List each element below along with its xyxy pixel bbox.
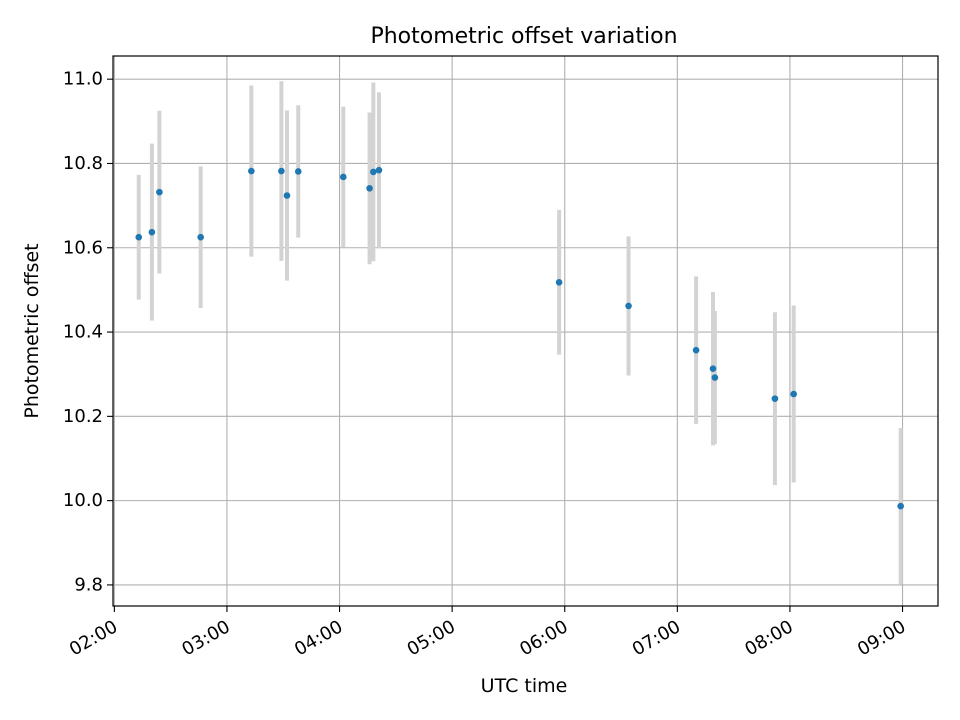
data-point xyxy=(278,167,285,175)
grid xyxy=(113,56,938,606)
axis-ticks: 02:00 03:00 04:00 05:00 06:00 07:00 08:00 09:00… xyxy=(63,69,910,661)
data-point xyxy=(692,346,700,354)
data-point xyxy=(156,188,163,196)
x-tick-label: 02:00 xyxy=(66,616,121,660)
x-tick-label: 06:00 xyxy=(516,616,571,660)
data-point xyxy=(897,502,904,510)
data-point xyxy=(248,167,255,175)
chart-title: Photometric offset variation xyxy=(370,24,677,49)
y-tick-label: 10.8 xyxy=(63,153,103,174)
error-bars xyxy=(136,81,903,585)
y-tick-label: 10.0 xyxy=(63,490,103,511)
y-axis-label: Photometric offset xyxy=(21,243,43,418)
x-tick-label: 08:00 xyxy=(741,616,796,660)
data-point xyxy=(148,228,156,236)
x-tick-label: 05:00 xyxy=(404,616,459,660)
data-point xyxy=(711,374,719,381)
data-point xyxy=(283,192,291,199)
data-point xyxy=(197,233,204,241)
y-tick-label: 9.8 xyxy=(74,574,103,595)
x-axis-label: UTC time xyxy=(481,675,568,697)
y-tick-label: 10.6 xyxy=(63,237,103,258)
x-tick-label: 04:00 xyxy=(291,616,346,660)
y-tick-label: 11.0 xyxy=(63,69,103,90)
data-point xyxy=(771,395,779,402)
data-points xyxy=(135,166,904,510)
data-point xyxy=(370,168,377,176)
data-point xyxy=(709,365,717,373)
data-point xyxy=(339,173,347,181)
data-point xyxy=(294,168,302,175)
x-tick-label: 07:00 xyxy=(629,616,684,660)
y-tick-label: 10.2 xyxy=(63,406,103,427)
data-point xyxy=(135,233,143,241)
y-tick-label: 10.4 xyxy=(63,322,103,343)
x-tick-label: 03:00 xyxy=(178,616,233,660)
data-point xyxy=(625,302,632,310)
plot-frame xyxy=(112,55,939,607)
data-point xyxy=(366,185,373,192)
x-tick-label: 09:00 xyxy=(854,616,909,660)
data-point xyxy=(375,166,383,174)
data-point xyxy=(555,279,563,286)
data-point xyxy=(790,390,797,398)
